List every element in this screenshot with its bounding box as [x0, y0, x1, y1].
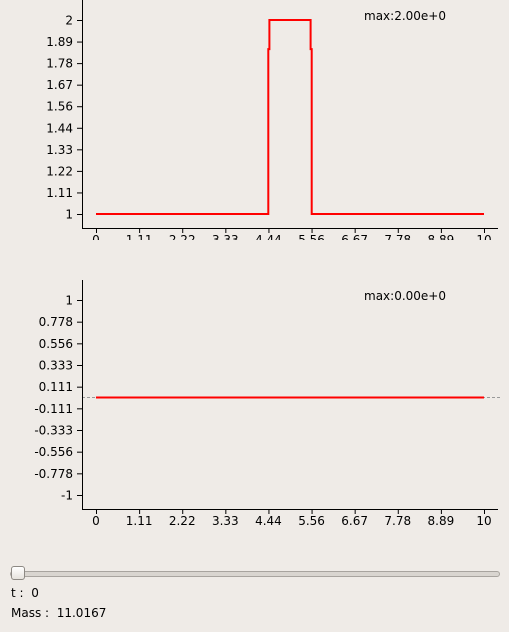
y-tick-label: 1.78: [46, 57, 73, 71]
y-tick-label: 1.44: [46, 121, 73, 135]
y-tick-label: 0.778: [39, 315, 73, 329]
y-tick-label: 2: [65, 14, 73, 28]
y-tick-label: 1.67: [46, 78, 73, 92]
x-tick-label: 8.89: [428, 514, 455, 528]
y-tick-label: 0.556: [39, 337, 73, 351]
x-tick-label: 4.44: [255, 514, 282, 528]
x-tick-label: 3.33: [212, 514, 239, 528]
mass-value: 11.0167: [56, 606, 107, 620]
x-tick-label: 5.56: [298, 233, 325, 240]
max-label: max:0.00e+0: [364, 289, 446, 303]
x-tick-label: 2.22: [169, 514, 196, 528]
x-tick-label: 7.78: [384, 514, 411, 528]
x-tick-label: 8.89: [428, 233, 455, 240]
y-tick-label: 1.22: [46, 164, 73, 178]
max-label: max:2.00e+0: [364, 9, 446, 23]
y-tick-label: 0.333: [39, 359, 73, 373]
y-tick-label: 1.56: [46, 100, 73, 114]
y-tick-label: -0.333: [34, 424, 73, 438]
series-line: [96, 19, 484, 215]
y-tick-label: -0.556: [34, 445, 73, 459]
x-tick-label: 0: [92, 514, 100, 528]
x-tick-label: 6.67: [341, 514, 368, 528]
y-tick-label: 1.89: [46, 35, 73, 49]
y-tick-label: 0.111: [39, 380, 73, 394]
time-readout: t : 0: [11, 586, 39, 600]
y-tick-label: -1: [61, 489, 73, 503]
x-tick-label: 4.44: [255, 233, 282, 240]
x-tick-label: 1.11: [126, 233, 153, 240]
x-tick-label: 10: [476, 233, 491, 240]
y-tick-label: 1.33: [46, 143, 73, 157]
y-tick-label: 1: [65, 294, 73, 308]
x-tick-label: 5.56: [298, 514, 325, 528]
y-tick-label: 1: [65, 208, 73, 222]
y-tick-label: 1.11: [46, 186, 73, 200]
time-slider[interactable]: [10, 565, 500, 581]
y-tick-label: -0.111: [34, 402, 73, 416]
t-label: t :: [11, 586, 24, 600]
x-tick-label: 0: [92, 233, 100, 240]
chart-bottom: -1 -0.778 -0.556 -0.333 -0.111 0.111 0.333 0.55…: [34, 280, 500, 528]
slider-track[interactable]: [10, 571, 500, 577]
x-tick-label: 3.33: [212, 233, 239, 240]
x-tick-label: 2.22: [169, 233, 196, 240]
y-tick-label: -0.778: [34, 467, 73, 481]
mass-readout: Mass : 11.0167: [11, 606, 106, 620]
t-value: 0: [31, 586, 39, 600]
mass-label: Mass :: [11, 606, 50, 620]
x-tick-label: 7.78: [384, 233, 411, 240]
slider-handle[interactable]: [11, 566, 25, 580]
x-tick-label: 6.67: [341, 233, 368, 240]
x-tick-label: 10: [476, 514, 491, 528]
x-tick-label: 1.11: [126, 514, 153, 528]
chart-top: 1 1.11 1.22 1.33 1.44 1.56 1.67 1.78 1.89 2 0 1.11 2…: [46, 0, 498, 240]
